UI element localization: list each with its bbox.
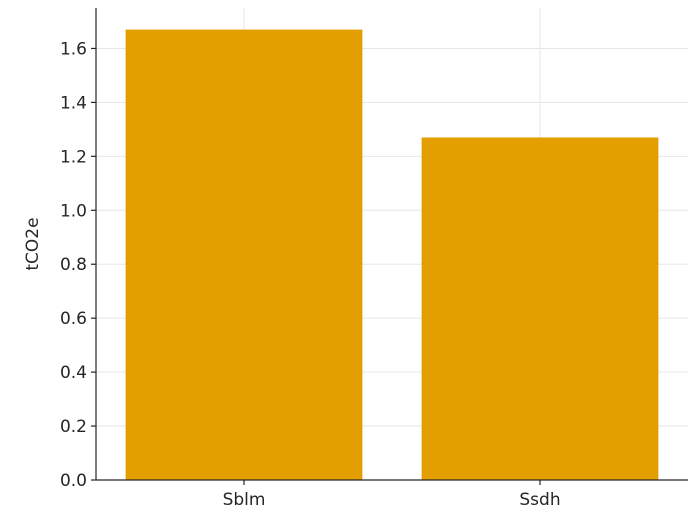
y-tick-label: 1.2 [60,147,87,167]
bar-ssdh [421,137,659,480]
y-axis-ticks: 0.0 0.2 0.4 0.6 0.8 1.0 1.2 1.4 1.6 [60,39,96,491]
x-tick-label: Sblm [223,490,266,510]
y-tick-label: 0.2 [60,417,87,437]
y-tick-label: 0.0 [60,471,87,491]
y-tick-label: 1.6 [60,39,87,59]
bar-sblm [125,29,363,480]
y-tick-label: 0.4 [60,363,87,383]
x-axis-ticks: Sblm Ssdh [223,480,561,510]
bars [125,29,659,480]
y-tick-label: 1.0 [60,201,87,221]
y-tick-label: 0.6 [60,309,87,329]
y-tick-label: 1.4 [60,93,87,113]
x-tick-label: Ssdh [519,490,560,510]
y-axis-label: tCO2e [23,217,43,270]
y-tick-label: 0.8 [60,255,87,275]
